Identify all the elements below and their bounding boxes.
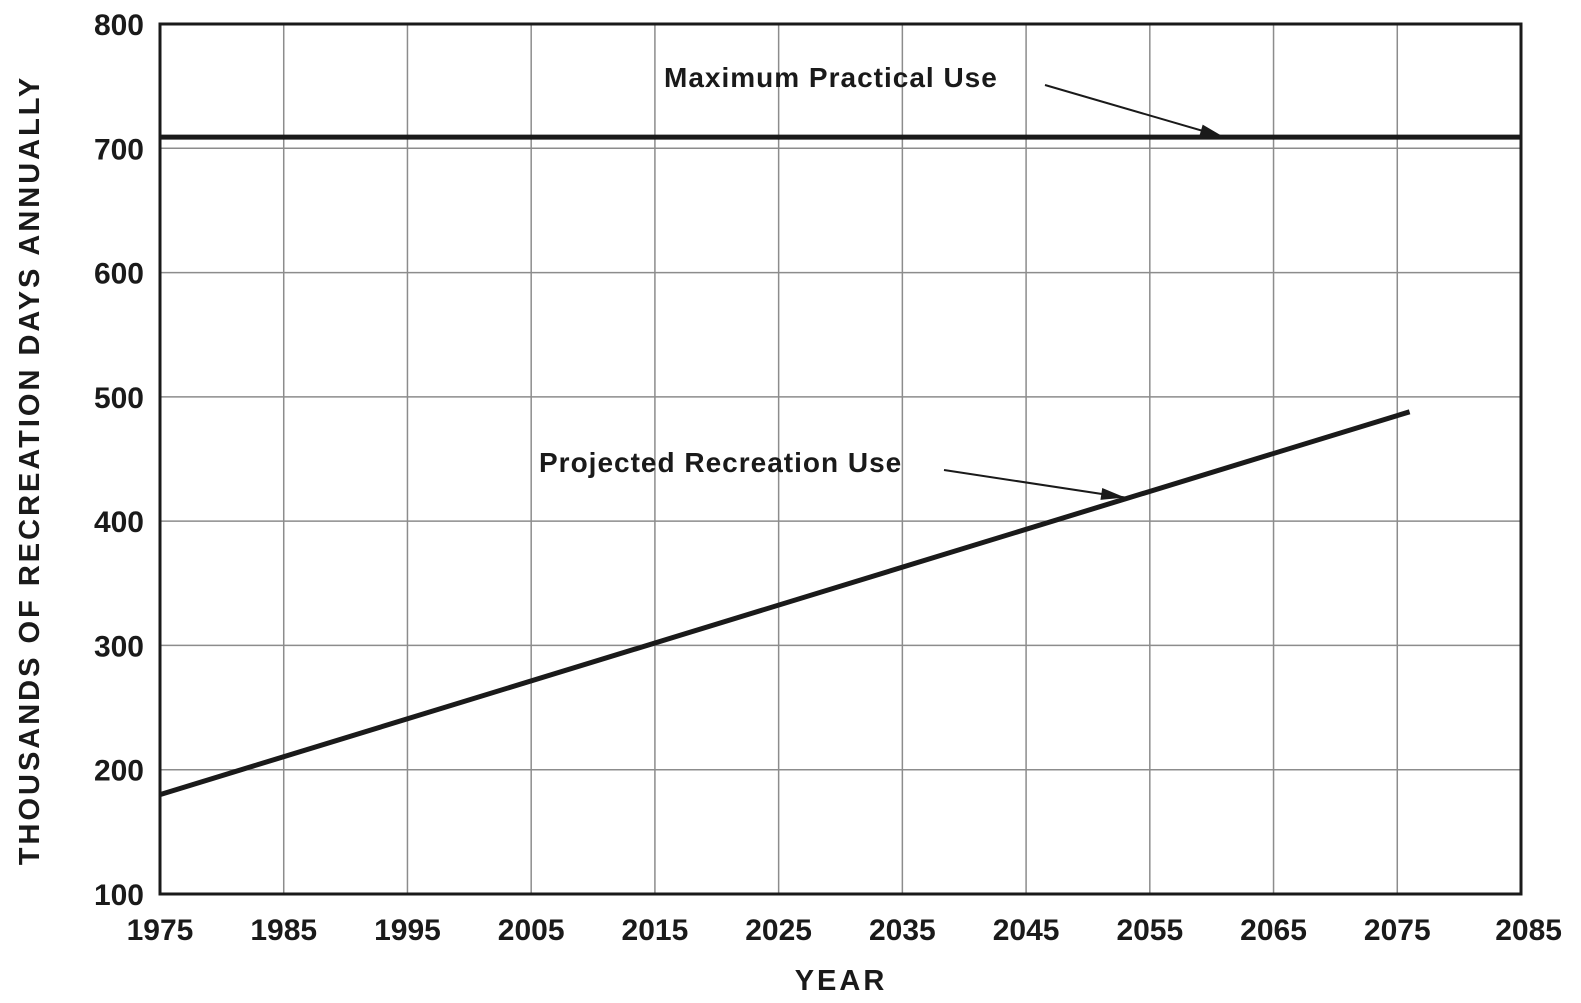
y-tick-label-300: 300 xyxy=(94,630,144,663)
y-tick-label-600: 600 xyxy=(94,258,144,291)
series-line-1 xyxy=(159,409,1411,797)
x-tick-label-2015: 2015 xyxy=(622,914,689,947)
y-tick-label-100: 100 xyxy=(94,879,144,912)
x-tick-label-2035: 2035 xyxy=(869,914,936,947)
x-tick-label-2045: 2045 xyxy=(993,914,1060,947)
y-tick-label-400: 400 xyxy=(94,506,144,539)
annotation-arrowhead-1 xyxy=(1100,487,1126,500)
y-tick-label-200: 200 xyxy=(94,755,144,788)
annotation-label-0: Maximum Practical Use xyxy=(664,62,998,93)
annotation-arrowhead-0 xyxy=(1199,124,1225,138)
x-tick-label-2005: 2005 xyxy=(498,914,565,947)
y-tick-label-500: 500 xyxy=(94,382,144,415)
x-tick-labels: 1975 1985 1995 2005 2015 2025 2035 2045 2055 2065… xyxy=(127,914,1562,947)
y-axis-title: THOUSANDS OF RECREATION DAYS ANNUALLY xyxy=(14,75,46,865)
y-tick-label-800: 800 xyxy=(94,9,144,42)
annotation-leader-0 xyxy=(1044,84,1225,139)
x-tick-label-1975: 1975 xyxy=(127,914,194,947)
x-tick-label-2065: 2065 xyxy=(1240,914,1307,947)
y-tick-label-700: 700 xyxy=(94,133,144,166)
series-lines xyxy=(159,134,1521,797)
x-axis-title: YEAR xyxy=(795,965,888,997)
annotation-leader-1 xyxy=(943,469,1126,499)
x-tick-label-2075: 2075 xyxy=(1364,914,1431,947)
x-tick-label-2085: 2085 xyxy=(1495,914,1562,947)
x-tick-label-1995: 1995 xyxy=(374,914,441,947)
x-tick-label-2055: 2055 xyxy=(1116,914,1183,947)
x-tick-label-2025: 2025 xyxy=(745,914,812,947)
y-tick-labels: 100 200 300 400 500 600 700 800 xyxy=(94,9,144,912)
annotation-label-1: Projected Recreation Use xyxy=(539,447,902,478)
plot-frame xyxy=(158,22,1523,896)
x-tick-label-1985: 1985 xyxy=(250,914,317,947)
annotations: Maximum Practical Use Projected Recreatio… xyxy=(539,62,1225,500)
